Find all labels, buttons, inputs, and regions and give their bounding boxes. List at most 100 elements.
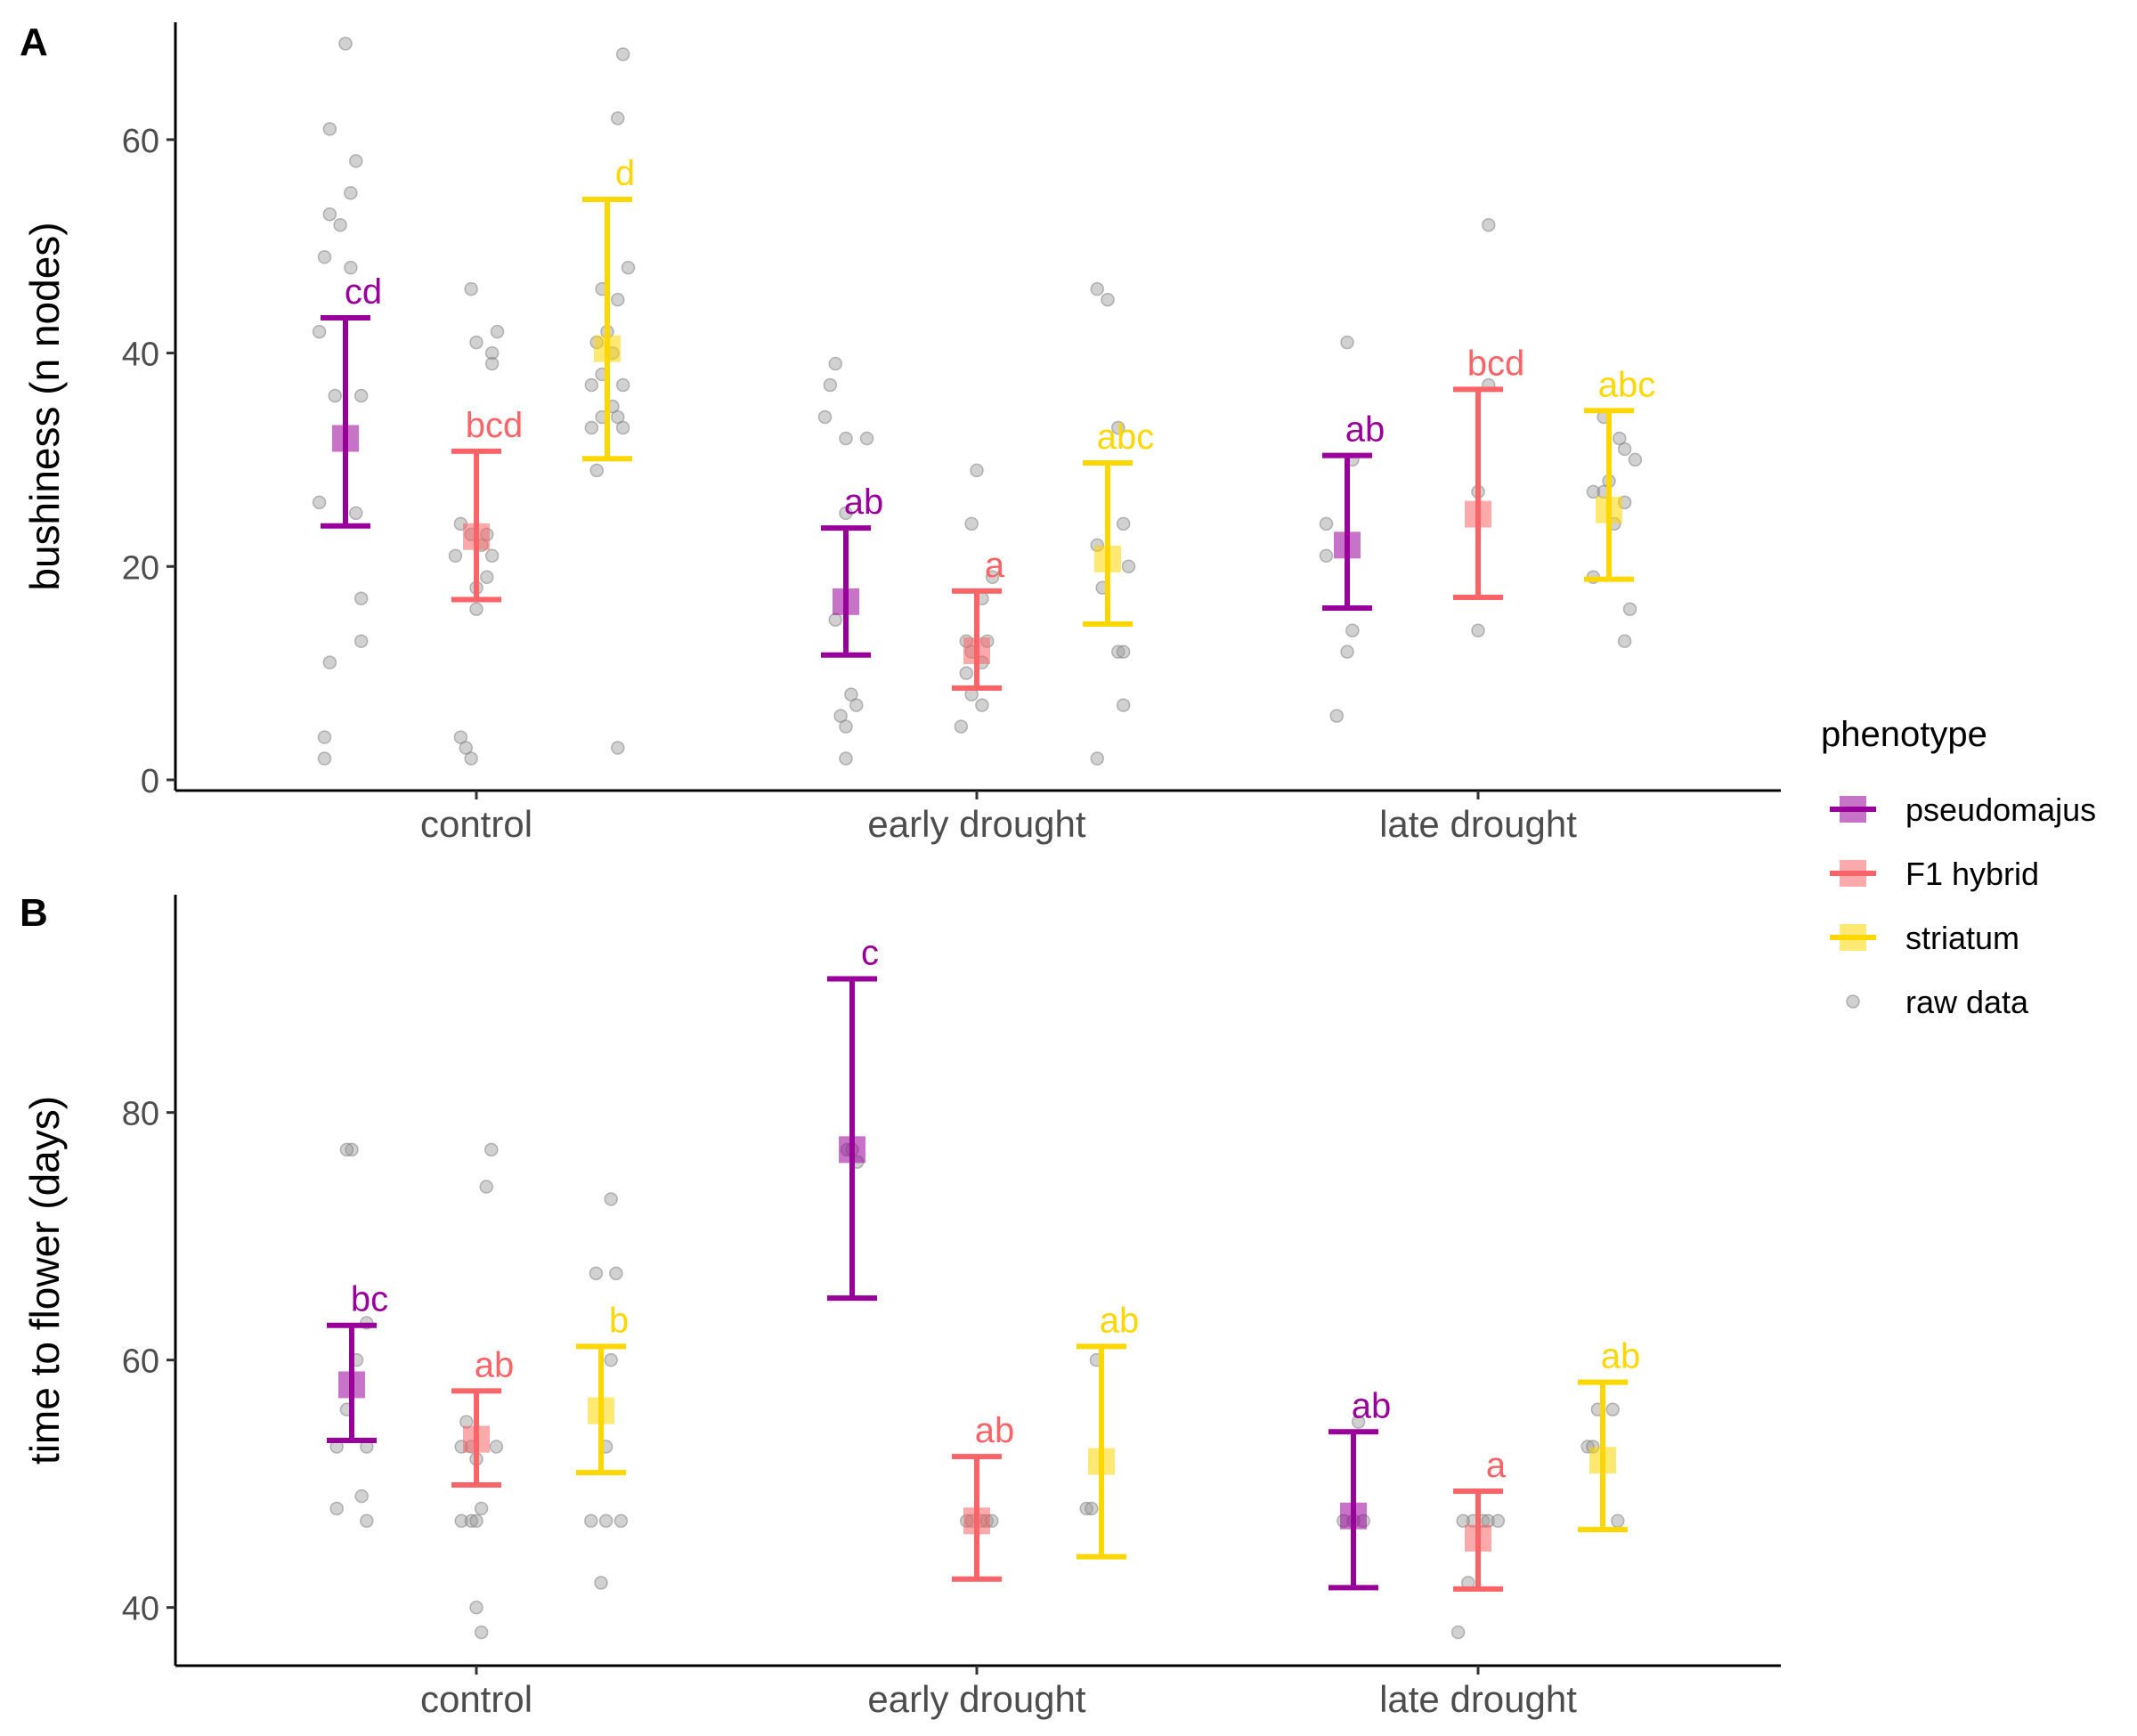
raw-data-point	[985, 570, 1000, 585]
significance-letter: cd	[345, 272, 382, 312]
raw-data-point	[469, 1600, 483, 1615]
raw-data-point	[839, 431, 853, 446]
legend-key-square	[1840, 796, 1866, 823]
x-tick-label: control	[420, 1678, 532, 1720]
panel-a: A 0 20 40 60 control early drought late drough…	[20, 20, 1781, 845]
raw-data-point	[839, 506, 853, 521]
y-tick-label: 40	[122, 1591, 159, 1628]
raw-data-point	[604, 1192, 618, 1206]
mean-marker	[588, 1397, 614, 1424]
raw-data-point	[975, 698, 989, 712]
raw-data-point	[589, 463, 604, 478]
raw-data-point	[1482, 217, 1496, 232]
raw-data-point	[333, 217, 347, 232]
legend: phenotype pseudomajus F1 hybrid striatum ra…	[1821, 715, 2096, 1020]
significance-letter: ab	[1352, 1386, 1392, 1425]
significance-letter: a	[1486, 1446, 1507, 1485]
raw-data-point	[484, 356, 500, 371]
raw-data-point	[1090, 751, 1104, 766]
raw-data-point	[615, 377, 630, 393]
raw-data-point	[859, 431, 874, 446]
raw-data-point	[322, 122, 337, 136]
raw-data-point	[353, 388, 369, 403]
raw-data-point	[611, 292, 625, 307]
raw-data-point	[1340, 335, 1354, 350]
raw-data-point	[1111, 420, 1125, 435]
x-tick-label: late drought	[1379, 803, 1577, 845]
raw-data-point	[484, 1142, 499, 1157]
raw-data-point	[615, 47, 630, 61]
raw-data-point	[1116, 698, 1131, 712]
raw-data-point	[344, 260, 358, 275]
raw-data-point	[611, 741, 625, 755]
legend-item: F1 hybrid	[1830, 856, 2039, 892]
raw-data-point	[349, 154, 363, 168]
raw-data-point	[339, 1142, 354, 1157]
raw-data-point	[474, 1501, 489, 1516]
y-tick-label: 80	[122, 1096, 159, 1133]
raw-data-point	[1456, 1513, 1470, 1529]
mean-marker	[1334, 531, 1361, 559]
mean-marker	[1596, 496, 1622, 523]
mean-marker	[1465, 1524, 1491, 1552]
raw-data-point	[584, 377, 599, 393]
raw-data-point	[353, 591, 369, 605]
panel-b-label: B	[20, 891, 48, 935]
raw-data-point	[1116, 516, 1131, 531]
raw-data-point	[353, 634, 369, 648]
raw-data-point	[1491, 1513, 1506, 1529]
raw-data-point	[1319, 548, 1334, 564]
significance-letter: bcd	[1467, 344, 1525, 383]
y-tick-label: 0	[141, 763, 159, 800]
legend-key-square	[1840, 860, 1866, 887]
mean-marker	[594, 335, 621, 362]
legend-label: pseudomajus	[1905, 791, 2096, 828]
raw-data-point	[1090, 281, 1104, 296]
raw-data-point	[839, 719, 853, 734]
raw-data-point	[1085, 1501, 1099, 1516]
raw-data-point	[317, 730, 332, 744]
raw-data-point	[338, 37, 353, 51]
significance-letter: ab	[1601, 1337, 1641, 1376]
raw-data-point	[464, 281, 478, 296]
x-tick-label: late drought	[1379, 1678, 1577, 1720]
raw-data-point	[611, 111, 625, 126]
raw-data-point	[1116, 645, 1131, 659]
raw-data-point	[1605, 1402, 1620, 1417]
raw-data-point	[490, 324, 505, 339]
raw-data-point	[828, 356, 842, 371]
raw-data-point	[621, 260, 636, 275]
panel-a-label: A	[20, 20, 48, 64]
y-tick-label: 20	[122, 549, 159, 587]
significance-letter: ab	[475, 1345, 515, 1384]
significance-letter: ab	[1345, 410, 1385, 450]
raw-data-point	[322, 655, 337, 669]
raw-data-point	[1351, 1415, 1366, 1429]
mean-marker	[1340, 1502, 1367, 1529]
raw-data-point	[354, 1489, 369, 1504]
raw-data-point	[598, 1513, 613, 1529]
raw-data-point	[1622, 602, 1637, 616]
mean-marker	[1589, 1447, 1616, 1474]
raw-data-point	[317, 249, 332, 264]
raw-data-point	[1611, 1513, 1625, 1529]
legend-label: striatum	[1905, 920, 2019, 956]
raw-data-point	[828, 612, 842, 627]
raw-data-point	[1617, 442, 1632, 457]
significance-letter: abc	[1097, 418, 1155, 457]
mean-marker	[463, 1425, 490, 1453]
mean-marker	[1094, 545, 1121, 572]
raw-data-point	[589, 1266, 604, 1281]
legend-item: striatum	[1830, 920, 2019, 956]
raw-data-point	[609, 1266, 623, 1281]
raw-data-point	[454, 1513, 468, 1529]
significance-letter: bc	[351, 1280, 388, 1319]
raw-data-point	[448, 548, 463, 564]
mean-marker	[833, 588, 859, 615]
mean-marker	[1465, 500, 1491, 528]
legend-item: pseudomajus	[1830, 791, 2096, 828]
raw-data-point	[1345, 623, 1360, 637]
raw-data-point	[604, 1352, 618, 1367]
raw-data-point	[1329, 709, 1344, 723]
raw-data-point	[328, 388, 342, 403]
